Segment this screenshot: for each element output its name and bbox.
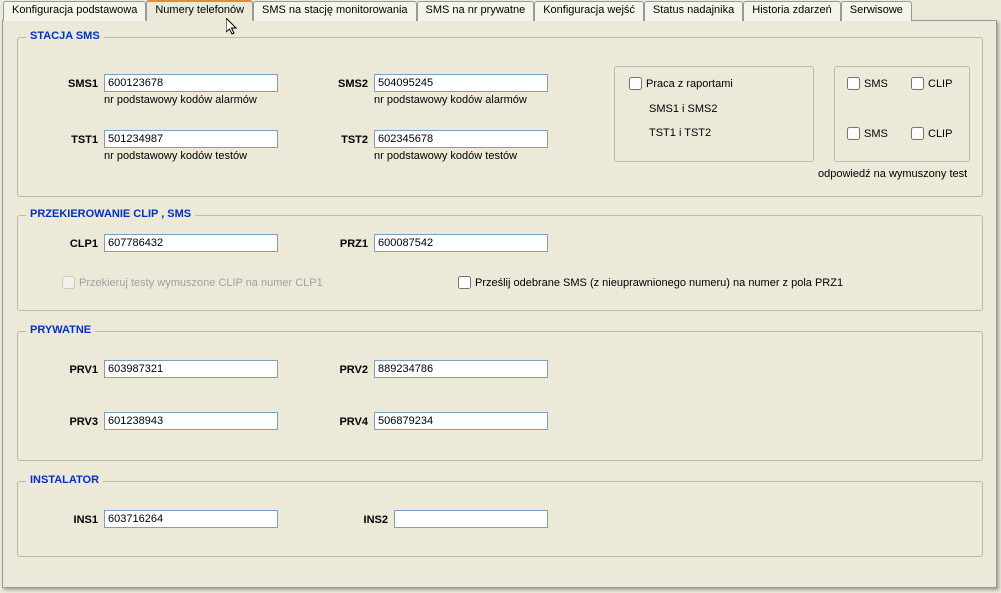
checkbox-sms-row2-label: SMS: [864, 128, 888, 140]
group-prywatne: PRYWATNE PRV1 PRV2 PRV3 PRV4: [17, 331, 983, 461]
group-stacja-sms-title: STACJA SMS: [26, 30, 104, 42]
label-clp1: CLP1: [48, 238, 98, 250]
checkbox-clip-row1-label: CLIP: [928, 78, 952, 90]
input-prv2[interactable]: [374, 360, 548, 378]
label-prz1: PRZ1: [318, 238, 368, 250]
tab-event-history[interactable]: Historia zdarzeń: [743, 1, 840, 21]
input-sms2[interactable]: [374, 74, 548, 92]
tab-sms-station[interactable]: SMS na stację monitorowania: [253, 1, 417, 21]
text-sms1-sms2: SMS1 i SMS2: [649, 103, 717, 115]
label-ins1: INS1: [48, 514, 98, 526]
input-ins2[interactable]: [394, 510, 548, 528]
group-przekierowanie: PRZEKIEROWANIE CLIP , SMS CLP1 PRZ1 Prze…: [17, 215, 983, 311]
box-sms-clip: SMS CLIP SMS CLIP: [834, 66, 970, 162]
checkbox-praca-raportami-label: Praca z raportami: [646, 78, 733, 90]
label-prv2: PRV2: [318, 364, 368, 376]
input-tst1[interactable]: [104, 130, 278, 148]
group-stacja-sms: STACJA SMS SMS1 nr podstawowy kodów alar…: [17, 37, 983, 197]
tab-config-basic[interactable]: Konfiguracja podstawowa: [3, 1, 146, 21]
input-sms1[interactable]: [104, 74, 278, 92]
checkbox-clip-row2[interactable]: CLIP: [911, 127, 952, 140]
label-tst1: TST1: [48, 134, 98, 146]
sublabel-tst2: nr podstawowy kodów testów: [374, 150, 517, 162]
checkbox-praca-raportami[interactable]: Praca z raportami: [629, 77, 733, 90]
checkbox-przeslij-sms[interactable]: Prześlij odebrane SMS (z nieuprawnionego…: [458, 276, 843, 289]
label-sms2: SMS2: [318, 78, 368, 90]
input-prz1[interactable]: [374, 234, 548, 252]
input-tst2[interactable]: [374, 130, 548, 148]
input-clp1[interactable]: [104, 234, 278, 252]
text-tst1-tst2: TST1 i TST2: [649, 127, 711, 139]
input-prv1[interactable]: [104, 360, 278, 378]
sublabel-tst1: nr podstawowy kodów testów: [104, 150, 247, 162]
box-praca-raportami: Praca z raportami SMS1 i SMS2 TST1 i TST…: [614, 66, 814, 162]
tab-phone-numbers[interactable]: Numery telefonów: [146, 0, 253, 21]
checkbox-clip-row1[interactable]: CLIP: [911, 77, 952, 90]
input-ins1[interactable]: [104, 510, 278, 528]
tab-input-config[interactable]: Konfiguracja wejść: [534, 1, 644, 21]
sublabel-sms1: nr podstawowy kodów alarmów: [104, 94, 257, 106]
checkbox-przekieruj-clip-label: Przekieruj testy wymuszone CLIP na numer…: [79, 277, 323, 289]
checkbox-sms-row1-label: SMS: [864, 78, 888, 90]
sublabel-sms2: nr podstawowy kodów alarmów: [374, 94, 527, 106]
label-ins2: INS2: [338, 514, 388, 526]
tab-panel: STACJA SMS SMS1 nr podstawowy kodów alar…: [2, 20, 997, 588]
checkbox-clip-row2-label: CLIP: [928, 128, 952, 140]
input-prv3[interactable]: [104, 412, 278, 430]
tab-transmitter-status[interactable]: Status nadajnika: [644, 1, 743, 21]
label-prv4: PRV4: [318, 416, 368, 428]
tab-sms-private[interactable]: SMS na nr prywatne: [417, 1, 535, 21]
label-prv3: PRV3: [48, 416, 98, 428]
tab-bar: Konfiguracja podstawowa Numery telefonów…: [0, 0, 1001, 20]
group-przekierowanie-title: PRZEKIEROWANIE CLIP , SMS: [26, 208, 195, 220]
text-odpowiedz-test: odpowiedź na wymuszony test: [818, 168, 967, 180]
label-prv1: PRV1: [48, 364, 98, 376]
group-prywatne-title: PRYWATNE: [26, 324, 95, 336]
checkbox-przeslij-sms-label: Prześlij odebrane SMS (z nieuprawnionego…: [475, 277, 843, 289]
group-instalator-title: INSTALATOR: [26, 474, 103, 486]
checkbox-przekieruj-clip: Przekieruj testy wymuszone CLIP na numer…: [62, 276, 323, 289]
label-tst2: TST2: [318, 134, 368, 146]
group-instalator: INSTALATOR INS1 INS2: [17, 481, 983, 557]
checkbox-sms-row1[interactable]: SMS: [847, 77, 888, 90]
input-prv4[interactable]: [374, 412, 548, 430]
checkbox-sms-row2[interactable]: SMS: [847, 127, 888, 140]
tab-service[interactable]: Serwisowe: [841, 1, 912, 21]
label-sms1: SMS1: [48, 78, 98, 90]
